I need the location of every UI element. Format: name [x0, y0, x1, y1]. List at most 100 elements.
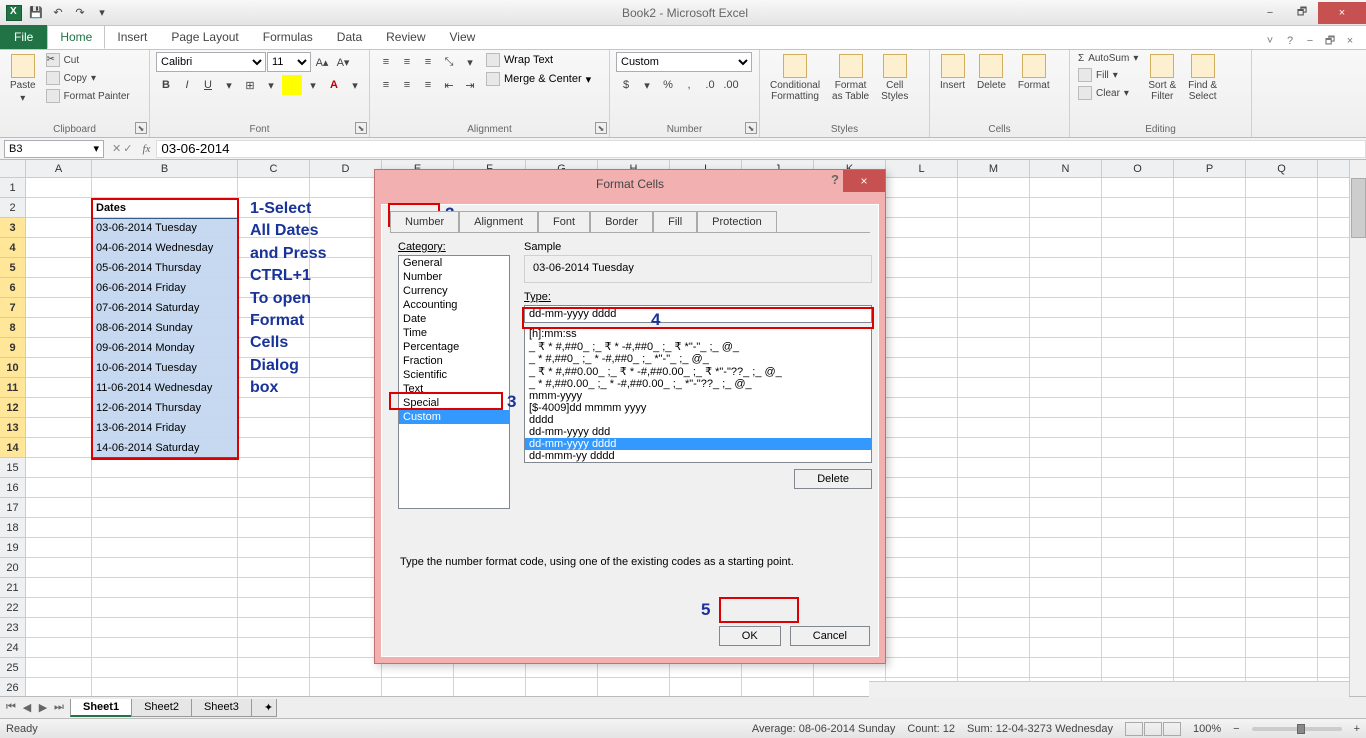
vscroll-thumb[interactable] [1351, 178, 1366, 238]
row-header-18[interactable]: 18 [0, 518, 26, 538]
cell-C3[interactable] [238, 218, 310, 238]
enter-formula-icon[interactable]: ✓ [123, 142, 132, 155]
cell-B6[interactable]: 06-06-2014 Friday [92, 278, 238, 298]
cell-A26[interactable] [26, 678, 92, 698]
cell-L8[interactable] [886, 318, 958, 338]
orientation-icon[interactable]: ⤡ [439, 52, 459, 72]
cell-D2[interactable] [310, 198, 382, 218]
type-option[interactable]: mmm-yyyy [525, 390, 871, 402]
font-launcher-icon[interactable]: ⬊ [355, 122, 367, 134]
cell-C17[interactable] [238, 498, 310, 518]
cell-C11[interactable] [238, 378, 310, 398]
cell-A18[interactable] [26, 518, 92, 538]
copy-button[interactable]: Copy▾ [44, 70, 132, 86]
number-launcher-icon[interactable]: ⬊ [745, 122, 757, 134]
cell-M13[interactable] [958, 418, 1030, 438]
cell-D11[interactable] [310, 378, 382, 398]
restore-button[interactable]: 🗗 [1286, 2, 1318, 24]
cell-Q22[interactable] [1246, 598, 1318, 618]
cut-button[interactable]: ✂Cut [44, 52, 132, 68]
row-header-22[interactable]: 22 [0, 598, 26, 618]
cell-C5[interactable] [238, 258, 310, 278]
cell-L11[interactable] [886, 378, 958, 398]
cell-L15[interactable] [886, 458, 958, 478]
increase-font-icon[interactable]: A▴ [312, 52, 332, 72]
cell-L23[interactable] [886, 618, 958, 638]
cell-P14[interactable] [1174, 438, 1246, 458]
category-percentage[interactable]: Percentage [399, 340, 509, 354]
formula-input[interactable] [156, 140, 1366, 158]
type-option[interactable]: _ * #,##0_ ;_ * -#,##0_ ;_ *"-"_ ;_ @_ [525, 353, 871, 365]
category-fraction[interactable]: Fraction [399, 354, 509, 368]
decrease-indent-icon[interactable]: ⇤ [439, 75, 459, 95]
cell-C15[interactable] [238, 458, 310, 478]
sheet-tab-sheet3[interactable]: Sheet3 [191, 699, 252, 717]
cell-Q4[interactable] [1246, 238, 1318, 258]
cell-P11[interactable] [1174, 378, 1246, 398]
cell-M15[interactable] [958, 458, 1030, 478]
cell-C23[interactable] [238, 618, 310, 638]
window-minimize-icon[interactable]: − [1302, 33, 1318, 49]
cell-N10[interactable] [1030, 358, 1102, 378]
cell-P10[interactable] [1174, 358, 1246, 378]
file-tab[interactable]: File [0, 25, 47, 49]
vertical-scrollbar[interactable] [1349, 160, 1366, 696]
cell-Q11[interactable] [1246, 378, 1318, 398]
cell-N15[interactable] [1030, 458, 1102, 478]
cell-N3[interactable] [1030, 218, 1102, 238]
cell-D3[interactable] [310, 218, 382, 238]
sheet-nav-first-icon[interactable]: ⏮ [4, 701, 18, 714]
cell-O23[interactable] [1102, 618, 1174, 638]
type-option[interactable]: dd-mm-yyyy dddd [525, 438, 871, 450]
dialog-title-bar[interactable]: Format Cells ? × [375, 170, 885, 198]
cell-B13[interactable]: 13-06-2014 Friday [92, 418, 238, 438]
cell-N8[interactable] [1030, 318, 1102, 338]
cell-O10[interactable] [1102, 358, 1174, 378]
cell-P19[interactable] [1174, 538, 1246, 558]
tab-data[interactable]: Data [325, 25, 374, 49]
row-header-16[interactable]: 16 [0, 478, 26, 498]
copy-dropdown-icon[interactable]: ▾ [91, 73, 96, 84]
category-accounting[interactable]: Accounting [399, 298, 509, 312]
cell-L19[interactable] [886, 538, 958, 558]
sort-filter-button[interactable]: Sort & Filter [1144, 52, 1180, 104]
row-header-2[interactable]: 2 [0, 198, 26, 218]
cell-O4[interactable] [1102, 238, 1174, 258]
cell-C12[interactable] [238, 398, 310, 418]
cell-M12[interactable] [958, 398, 1030, 418]
cell-E26[interactable] [382, 678, 454, 698]
category-scientific[interactable]: Scientific [399, 368, 509, 382]
cell-B8[interactable]: 08-06-2014 Sunday [92, 318, 238, 338]
align-bottom-icon[interactable]: ≡ [418, 52, 438, 72]
cell-B1[interactable] [92, 178, 238, 198]
cell-Q16[interactable] [1246, 478, 1318, 498]
row-header-14[interactable]: 14 [0, 438, 26, 458]
cell-D14[interactable] [310, 438, 382, 458]
cell-A21[interactable] [26, 578, 92, 598]
cell-P5[interactable] [1174, 258, 1246, 278]
cell-A22[interactable] [26, 598, 92, 618]
clipboard-launcher-icon[interactable]: ⬊ [135, 122, 147, 134]
dialog-tab-font[interactable]: Font [538, 211, 590, 232]
close-button[interactable]: × [1318, 2, 1366, 24]
cell-D8[interactable] [310, 318, 382, 338]
type-option[interactable]: dddd [525, 414, 871, 426]
cell-B12[interactable]: 12-06-2014 Thursday [92, 398, 238, 418]
cell-C24[interactable] [238, 638, 310, 658]
category-general[interactable]: General [399, 256, 509, 270]
row-header-25[interactable]: 25 [0, 658, 26, 678]
cell-M17[interactable] [958, 498, 1030, 518]
column-header-A[interactable]: A [26, 160, 92, 178]
cell-Q3[interactable] [1246, 218, 1318, 238]
cell-N9[interactable] [1030, 338, 1102, 358]
cell-D20[interactable] [310, 558, 382, 578]
cell-O15[interactable] [1102, 458, 1174, 478]
cell-O8[interactable] [1102, 318, 1174, 338]
cell-Q24[interactable] [1246, 638, 1318, 658]
cell-D26[interactable] [310, 678, 382, 698]
cell-P25[interactable] [1174, 658, 1246, 678]
column-header-Q[interactable]: Q [1246, 160, 1318, 178]
decrease-font-icon[interactable]: A▾ [333, 52, 353, 72]
cell-C22[interactable] [238, 598, 310, 618]
cell-G26[interactable] [526, 678, 598, 698]
